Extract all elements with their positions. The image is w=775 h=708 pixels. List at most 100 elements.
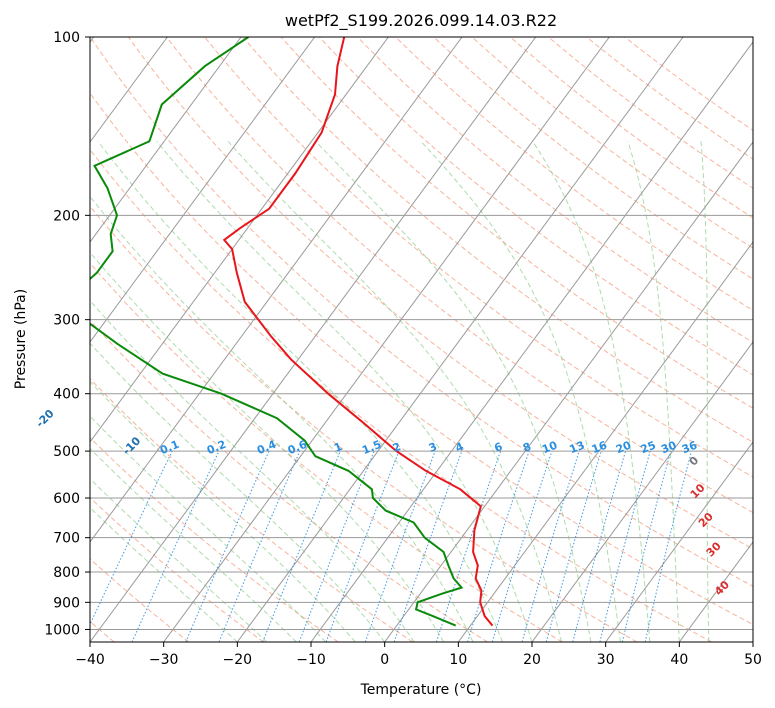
y-tick-label: 900 (53, 595, 80, 611)
moist-adiabat-line (90, 415, 327, 642)
mixing-ratio-label: 20 (614, 438, 633, 456)
mixing-ratio-label: 0.1 (158, 438, 181, 457)
moist-adiabat-line (90, 447, 297, 642)
mixing-ratio-label: 0.2 (205, 438, 228, 457)
isotherm-line (90, 37, 389, 443)
dry-adiabat-line (280, 37, 753, 409)
mixing-ratio-line (621, 450, 672, 642)
mixing-ratio-line (325, 450, 400, 642)
isotherm-line (90, 37, 316, 343)
x-tick-label: −20 (223, 652, 253, 668)
mixing-ratio-line (572, 450, 627, 642)
mixing-ratio-label: 3 (427, 440, 439, 455)
dry-adiabat-line (90, 319, 488, 642)
dry-adiabat-line (90, 205, 638, 642)
y-tick-label: 600 (53, 491, 80, 507)
mixing-ratio-label: 36 (680, 438, 699, 456)
mixing-ratio-line (491, 450, 553, 642)
x-axis-title: Temperature (°C) (360, 682, 482, 698)
mixing-ratio-line (393, 450, 463, 642)
mixing-ratio-line (131, 450, 220, 642)
mixing-ratio-line (185, 450, 270, 642)
mixing-ratio-line (364, 450, 436, 642)
isotherm-line (310, 41, 753, 642)
data-layer (90, 37, 494, 627)
isotherm-line (90, 37, 168, 143)
moist-adiabat-label: 40 (712, 578, 732, 598)
y-tick-label: 100 (53, 30, 80, 46)
x-tick-label: −40 (75, 652, 105, 668)
mixing-ratio-label: 16 (590, 438, 609, 456)
plot-frame (89, 36, 754, 643)
y-axis-title: Pressure (hPa) (13, 289, 29, 389)
dry-adiabat-line (242, 37, 753, 443)
isotherm-line (457, 241, 753, 642)
x-tick-label: 20 (523, 652, 541, 668)
y-tick-label: 800 (53, 565, 80, 581)
moist-adiabat-line (90, 478, 268, 642)
mixing-ratio-label: 10 (540, 438, 559, 456)
moist-adiabat-label: 0 (687, 454, 702, 469)
moist-adiabat-line (90, 195, 474, 642)
mixing-ratio-label: 1.5 (360, 438, 383, 457)
dry-adiabat-line (433, 37, 753, 280)
moist-adiabat-line (315, 140, 592, 642)
mixing-ratio-label: 4 (454, 440, 466, 455)
chart-title: wetPf2_S199.2026.099.14.03.R22 (285, 11, 557, 31)
isotherm-line (605, 441, 753, 642)
mixing-ratio-line (545, 450, 602, 642)
mixing-ratio-label: 8 (521, 440, 533, 455)
temperature-profile-line (222, 37, 494, 627)
mixing-ratio-line (435, 450, 502, 642)
mixing-ratio-label: 0.4 (255, 438, 278, 457)
mixing-ratio-label: 2 (391, 440, 403, 455)
isotherm-line (90, 37, 537, 642)
moist-adiabat-label: 30 (704, 539, 724, 559)
moist-adiabat-line (420, 140, 621, 642)
x-tick-label: 30 (597, 652, 615, 668)
dry-adiabat-line (509, 37, 753, 219)
mixing-ratio-label: 13 (568, 439, 587, 457)
y-tick-label: 200 (53, 208, 80, 224)
isotherm-line (384, 141, 753, 642)
dry-adiabat-line (90, 558, 190, 642)
axis-layer: −40 −30 −20 −10 0 10 20 30 40 50 1000 900 800 700 600 5… (44, 30, 762, 668)
dry-adiabat-line (90, 377, 414, 642)
isotherm-line (236, 37, 684, 642)
y-tick-label: 1000 (44, 622, 80, 638)
moist-adiabat-line (700, 141, 710, 642)
y-tick-label: 400 (53, 387, 80, 403)
mixing-ratio-line (467, 450, 530, 642)
mixing-ratio-line (599, 450, 651, 642)
mixing-ratio-label: 25 (639, 439, 658, 457)
isotherm-line (163, 37, 610, 642)
y-tick-label: 500 (53, 444, 80, 460)
mixing-ratio-line (298, 450, 375, 642)
mixing-ratio-label: 1 (332, 440, 344, 455)
mixing-ratio-line (218, 450, 301, 642)
isotherm-line (678, 541, 753, 642)
mixing-ratio-line (262, 450, 341, 642)
dry-adiabat-line (624, 37, 753, 131)
isotherm-line (752, 641, 753, 642)
moist-adiabat-line (627, 141, 680, 642)
dry-adiabat-line (90, 496, 264, 642)
isotherm-line (90, 37, 242, 243)
moist-adiabat-line (532, 141, 651, 642)
moist-adiabat-line (90, 506, 238, 642)
dewpoint-profile-line (90, 37, 464, 627)
x-tick-label: −30 (149, 652, 179, 668)
x-tick-label: −10 (296, 652, 326, 668)
mixing-ratio-line (644, 450, 692, 642)
mixing-ratio-line (521, 450, 580, 642)
mixing-ratio-label: 30 (659, 438, 678, 456)
isotherm-line (531, 341, 753, 642)
y-tick-label: 300 (53, 313, 80, 329)
x-tick-label: 50 (744, 652, 762, 668)
dry-adiabat-label: -20 (33, 407, 56, 430)
y-tick-label: 700 (53, 531, 80, 547)
dry-adiabat-line (90, 92, 753, 626)
dry-adiabat-line (548, 37, 753, 189)
grid-layer (90, 37, 753, 642)
